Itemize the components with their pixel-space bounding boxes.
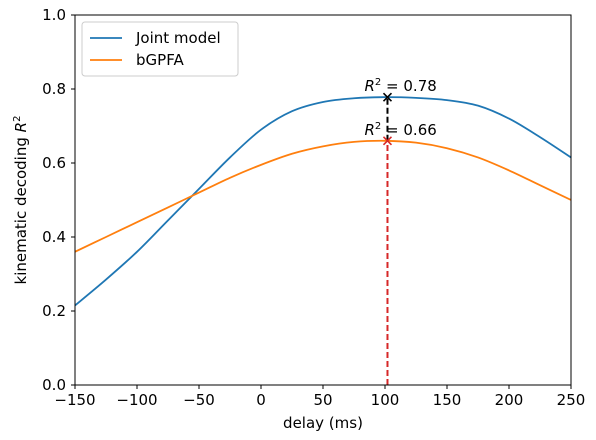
x-tick-label: 200	[495, 391, 524, 409]
y-axis-label: kinematic decoding R2	[12, 116, 30, 285]
annotation-label-1: R2 = 0.66	[364, 121, 436, 139]
x-axis-label: delay (ms)	[283, 414, 363, 432]
series-line-1	[75, 139, 571, 253]
x-tick-label: 0	[256, 391, 266, 409]
annotation-layer: R2 = 0.78 R2 = 0.66	[364, 77, 436, 139]
y-tick-label: 1.0	[42, 6, 66, 24]
y-tick-label: 0.4	[42, 228, 66, 246]
legend-label-0: Joint model	[135, 29, 221, 47]
x-tick-label: 100	[371, 391, 400, 409]
x-tick-label: 250	[557, 391, 586, 409]
annotation-label-0: R2 = 0.78	[364, 77, 436, 95]
x-marker-0	[382, 92, 393, 102]
legend-label-1: bGPFA	[136, 51, 184, 69]
x-axis-ticks: −150 −100 −50 0 50 100 150 200 250	[54, 385, 585, 409]
x-tick-label: 50	[313, 391, 332, 409]
marker-layer	[382, 92, 393, 146]
x-tick-label: −50	[183, 391, 215, 409]
x-tick-label: −100	[116, 391, 157, 409]
x-marker-1	[382, 136, 393, 146]
y-tick-label: 0.8	[42, 80, 66, 98]
y-axis-ticks: 0.0 0.2 0.4 0.6 0.8 1.0	[42, 6, 75, 394]
series-layer	[75, 96, 571, 307]
y-tick-label: 0.2	[42, 302, 66, 320]
x-tick-label: 150	[433, 391, 462, 409]
y-tick-label: 0.0	[42, 376, 66, 394]
x-tick-label: −150	[54, 391, 95, 409]
y-tick-label: 0.6	[42, 154, 66, 172]
legend-items: Joint model bGPFA	[90, 29, 221, 69]
legend-box	[81, 21, 239, 77]
series-line-0	[75, 96, 571, 307]
legend: Joint model bGPFA	[81, 21, 239, 77]
